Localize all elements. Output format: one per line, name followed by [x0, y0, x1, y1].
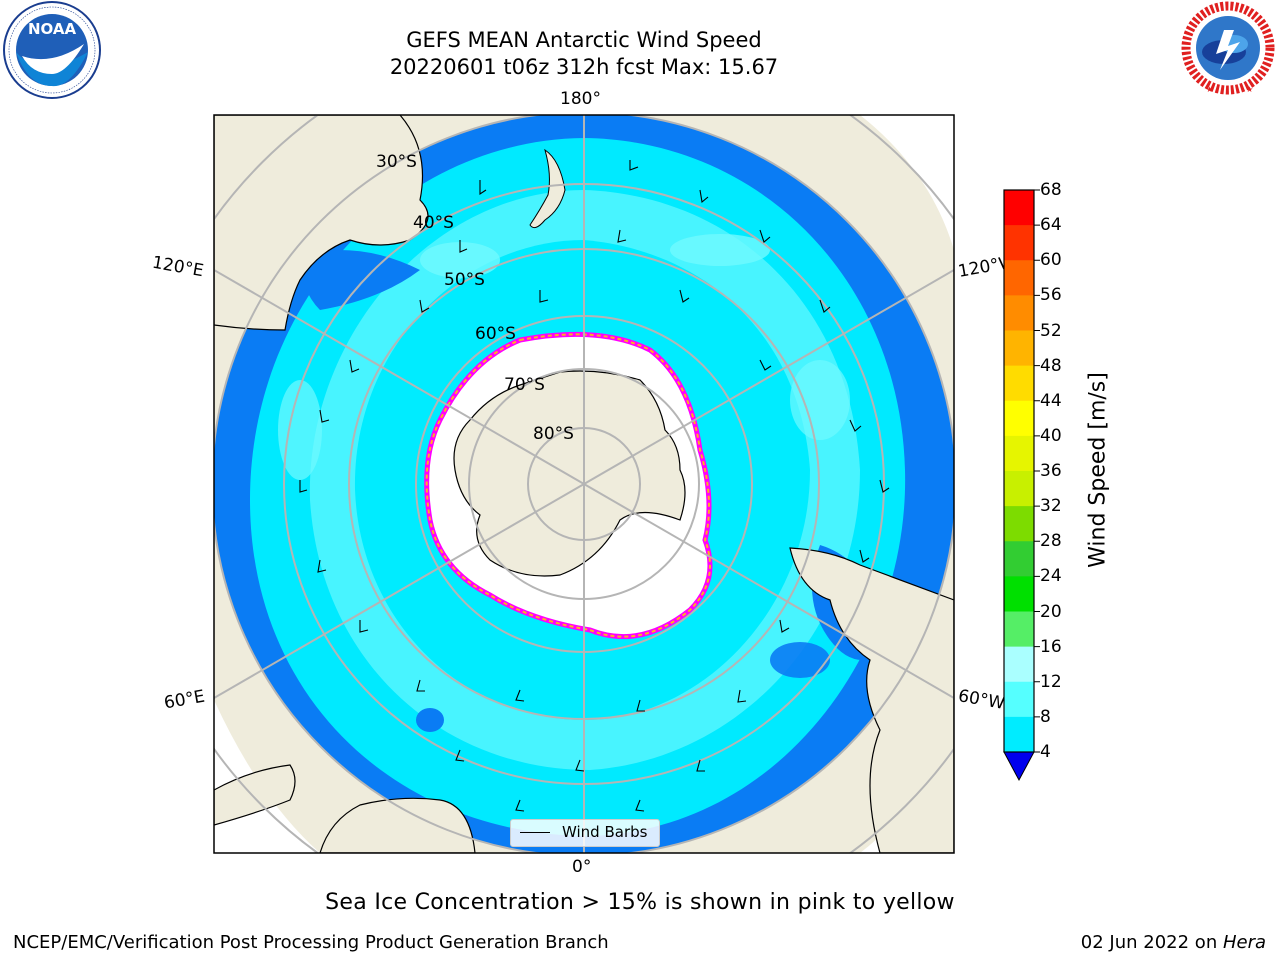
- colorbar-tick-label: 28: [1040, 531, 1062, 552]
- australia: [214, 115, 429, 331]
- colorbar-tick-label: 68: [1040, 180, 1062, 200]
- colorbar-tick-label: 36: [1040, 461, 1062, 481]
- wind-barbs: [299, 160, 890, 812]
- colorbar-cell: [1004, 716, 1034, 753]
- colorbar-tick-label: 44: [1040, 390, 1062, 411]
- legend-line-swatch: [520, 832, 550, 833]
- colorbar-cell: [1004, 646, 1034, 683]
- colorbar-cell: [1004, 330, 1034, 367]
- legend-label: Wind Barbs: [562, 823, 648, 841]
- colorbar-tick-label: 60: [1040, 250, 1062, 271]
- colorbar-tick-label: 4: [1040, 742, 1051, 762]
- colorbar: [1003, 189, 1040, 782]
- lat-label-50s: 50°S: [444, 270, 485, 290]
- map-legend: Wind Barbs: [510, 819, 660, 847]
- colorbar-cell: [1004, 295, 1034, 331]
- colorbar-tick-label: 52: [1040, 320, 1062, 341]
- colorbar-tick-label: 56: [1040, 285, 1062, 306]
- colorbar-extend-arrow: [1003, 751, 1035, 782]
- colorbar-cell: [1004, 400, 1034, 437]
- colorbar-cell: [1004, 541, 1034, 577]
- colorbar-cell: [1004, 576, 1034, 612]
- lat-label-80s: 80°S: [533, 424, 574, 444]
- colorbar-tick-label: 8: [1040, 706, 1051, 727]
- lat-label-70s: 70°S: [504, 375, 545, 395]
- colorbar-tick-label: 40: [1040, 425, 1062, 446]
- south-america: [789, 547, 954, 853]
- africa: [319, 797, 476, 853]
- footer-date-text: 02 Jun 2022 on: [1080, 932, 1223, 953]
- colorbar-cell: [1004, 225, 1034, 261]
- colorbar-tick-label: 16: [1040, 636, 1062, 657]
- colorbar-tick-label: 12: [1040, 671, 1062, 692]
- lon-label-0: 0°: [572, 857, 592, 877]
- caption: Sea Ice Concentration > 15% is shown in …: [325, 890, 955, 915]
- colorbar-cell: [1004, 471, 1034, 507]
- colorbar-cell: [1004, 365, 1034, 402]
- map-frame: [213, 114, 955, 854]
- lon-label-180: 180°: [560, 89, 601, 109]
- svg-text:★: ★: [1246, 85, 1253, 94]
- footer-host: Hera: [1222, 932, 1266, 953]
- colorbar-cell: [1004, 611, 1034, 648]
- colorbar-cell: [1004, 260, 1034, 296]
- plot-subtitle: 20220601 t06z 312h fcst Max: 15.67: [389, 55, 779, 79]
- colorbar-cell: [1004, 190, 1034, 226]
- lat-label-30s: 30°S: [376, 152, 417, 172]
- colorbar-cell: [1004, 681, 1034, 718]
- madagascar: [214, 764, 296, 826]
- colorbar-title: Wind Speed [m/s]: [1085, 372, 1111, 568]
- noaa-logo: NOAA: [3, 1, 101, 99]
- footer-branch: NCEP/EMC/Verification Post Processing Pr…: [13, 932, 609, 953]
- svg-text:★: ★: [1206, 85, 1213, 94]
- colorbar-cell: [1004, 506, 1034, 542]
- plot-title: GEFS MEAN Antarctic Wind Speed: [406, 28, 762, 52]
- colorbar-cell: [1004, 435, 1034, 472]
- lat-label-60s: 60°S: [475, 324, 516, 344]
- footer-date: 02 Jun 2022 on Hera: [1081, 932, 1266, 953]
- nws-logo: ★ ★: [1181, 1, 1275, 95]
- colorbar-tick-label: 32: [1040, 496, 1062, 517]
- meridians: [214, 115, 954, 853]
- noaa-logo-text: NOAA: [28, 20, 77, 38]
- colorbar-tick-label: 24: [1040, 566, 1062, 587]
- colorbar-tick-label: 20: [1040, 601, 1062, 622]
- colorbar-tick-label: 64: [1040, 215, 1062, 236]
- colorbar-tick-label: 48: [1040, 355, 1062, 376]
- lat-label-40s: 40°S: [413, 213, 454, 233]
